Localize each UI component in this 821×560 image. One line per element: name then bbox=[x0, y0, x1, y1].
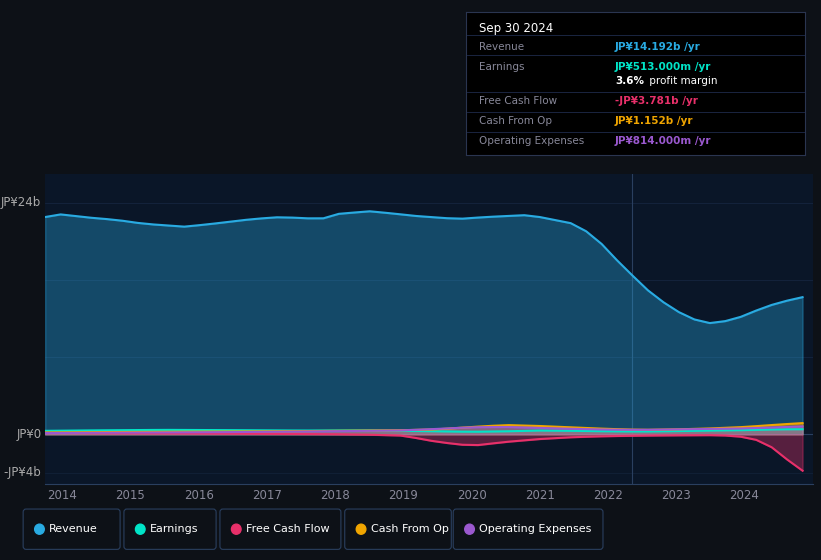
Text: -JP¥3.781b /yr: -JP¥3.781b /yr bbox=[615, 96, 698, 106]
Text: Operating Expenses: Operating Expenses bbox=[479, 136, 585, 146]
Circle shape bbox=[34, 524, 44, 534]
Text: Earnings: Earnings bbox=[150, 524, 199, 534]
Text: JP¥0: JP¥0 bbox=[16, 428, 41, 441]
Text: Earnings: Earnings bbox=[479, 62, 525, 72]
Circle shape bbox=[232, 524, 241, 534]
Text: JP¥814.000m /yr: JP¥814.000m /yr bbox=[615, 136, 712, 146]
Circle shape bbox=[465, 524, 475, 534]
Text: -JP¥4b: -JP¥4b bbox=[3, 466, 41, 479]
Circle shape bbox=[356, 524, 366, 534]
Text: Cash From Op: Cash From Op bbox=[479, 116, 552, 126]
Text: JP¥1.152b /yr: JP¥1.152b /yr bbox=[615, 116, 694, 126]
Text: Revenue: Revenue bbox=[49, 524, 98, 534]
Text: JP¥513.000m /yr: JP¥513.000m /yr bbox=[615, 62, 712, 72]
Text: Revenue: Revenue bbox=[479, 41, 525, 52]
Text: Free Cash Flow: Free Cash Flow bbox=[245, 524, 329, 534]
Text: Sep 30 2024: Sep 30 2024 bbox=[479, 22, 553, 35]
Circle shape bbox=[135, 524, 145, 534]
Text: Cash From Op: Cash From Op bbox=[370, 524, 448, 534]
Text: Free Cash Flow: Free Cash Flow bbox=[479, 96, 557, 106]
Text: Operating Expenses: Operating Expenses bbox=[479, 524, 591, 534]
Text: JP¥24b: JP¥24b bbox=[1, 196, 41, 209]
Text: JP¥14.192b /yr: JP¥14.192b /yr bbox=[615, 41, 701, 52]
Text: 3.6%: 3.6% bbox=[615, 76, 644, 86]
Text: profit margin: profit margin bbox=[645, 76, 718, 86]
